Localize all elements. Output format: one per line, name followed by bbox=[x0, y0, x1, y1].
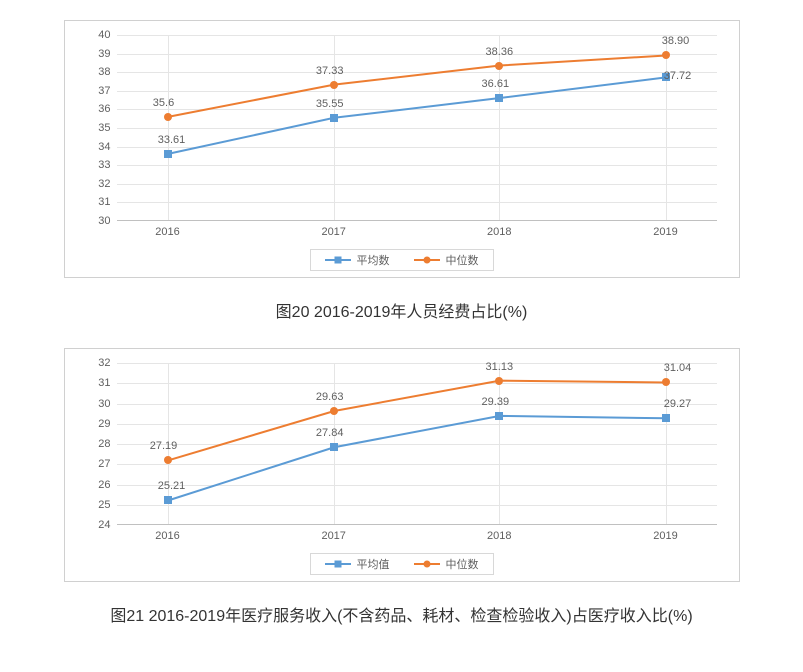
series-line-平均值 bbox=[168, 416, 666, 501]
data-point bbox=[495, 377, 503, 385]
data-point bbox=[662, 51, 670, 59]
y-tick-label: 29 bbox=[98, 418, 116, 430]
plot-area: 242526272829303132201620172018201925.212… bbox=[117, 363, 717, 525]
data-point bbox=[495, 62, 503, 70]
y-tick-label: 33 bbox=[98, 159, 116, 171]
data-label: 35.55 bbox=[316, 98, 344, 110]
data-point bbox=[164, 113, 172, 121]
x-tick-label: 2016 bbox=[155, 220, 179, 238]
legend-label: 平均数 bbox=[357, 252, 390, 268]
y-tick-label: 24 bbox=[98, 519, 116, 531]
y-tick-label: 31 bbox=[98, 196, 116, 208]
data-point bbox=[164, 496, 172, 504]
y-tick-label: 30 bbox=[98, 215, 116, 227]
x-tick-label: 2018 bbox=[487, 524, 511, 542]
data-label: 31.04 bbox=[664, 362, 692, 374]
x-tick-label: 2018 bbox=[487, 220, 511, 238]
y-tick-label: 28 bbox=[98, 438, 116, 450]
legend-swatch bbox=[414, 560, 440, 568]
data-label: 29.39 bbox=[482, 396, 510, 408]
series-lines bbox=[117, 35, 717, 220]
legend-swatch bbox=[325, 560, 351, 568]
data-label: 37.72 bbox=[664, 70, 692, 82]
y-tick-label: 30 bbox=[98, 398, 116, 410]
data-point bbox=[662, 378, 670, 386]
data-label: 36.61 bbox=[482, 78, 510, 90]
legend-label: 平均值 bbox=[357, 556, 390, 572]
x-tick-label: 2019 bbox=[653, 524, 677, 542]
y-tick-label: 34 bbox=[98, 141, 116, 153]
chart-1: 30 31 32 33 34 35 36 37 38 39 40 2016 2017 2018 2019 33… bbox=[64, 20, 740, 278]
data-point bbox=[330, 407, 338, 415]
legend: 平均值 中位数 bbox=[310, 553, 494, 575]
legend-item: 中位数 bbox=[414, 252, 479, 268]
data-label: 37.33 bbox=[316, 65, 344, 77]
data-point bbox=[330, 114, 338, 122]
y-tick-label: 27 bbox=[98, 458, 116, 470]
legend-swatch bbox=[325, 256, 351, 264]
data-point bbox=[495, 412, 503, 420]
data-label: 35.6 bbox=[153, 97, 174, 109]
legend: 平均数 中位数 bbox=[310, 249, 494, 271]
chart-2-caption: 图21 2016-2019年医疗服务收入(不含药品、耗材、检查检验收入)占医疗收… bbox=[20, 602, 783, 626]
data-label: 27.84 bbox=[316, 427, 344, 439]
data-label: 38.90 bbox=[662, 35, 690, 47]
legend-label: 中位数 bbox=[446, 556, 479, 572]
data-label: 27.19 bbox=[150, 440, 178, 452]
y-tick-label: 38 bbox=[98, 66, 116, 78]
y-tick-label: 39 bbox=[98, 48, 116, 60]
data-label: 31.13 bbox=[486, 361, 514, 373]
x-tick-label: 2017 bbox=[321, 220, 345, 238]
legend-item: 平均值 bbox=[325, 556, 390, 572]
data-label: 29.63 bbox=[316, 391, 344, 403]
x-tick-label: 2016 bbox=[155, 524, 179, 542]
chart-1-caption: 图20 2016-2019年人员经费占比(%) bbox=[20, 298, 783, 322]
y-tick-label: 35 bbox=[98, 122, 116, 134]
legend-item: 中位数 bbox=[414, 556, 479, 572]
legend-label: 中位数 bbox=[446, 252, 479, 268]
data-label: 29.27 bbox=[664, 398, 692, 410]
data-point bbox=[330, 443, 338, 451]
series-lines bbox=[117, 363, 717, 524]
y-tick-label: 37 bbox=[98, 85, 116, 97]
series-line-中位数 bbox=[168, 381, 666, 461]
data-point bbox=[495, 94, 503, 102]
y-tick-label: 32 bbox=[98, 178, 116, 190]
data-point bbox=[662, 414, 670, 422]
y-tick-label: 31 bbox=[98, 377, 116, 389]
chart-2: 24 25 26 27 28 29 30 31 32 2016 2017 2018 2019 25.21 2… bbox=[64, 348, 740, 582]
y-tick-label: 25 bbox=[98, 499, 116, 511]
data-label: 33.61 bbox=[158, 134, 186, 146]
data-point bbox=[330, 81, 338, 89]
y-tick-label: 26 bbox=[98, 479, 116, 491]
y-tick-label: 32 bbox=[98, 357, 116, 369]
plot-area: 3031323334353637383940201620172018201933… bbox=[117, 35, 717, 221]
series-line-平均数 bbox=[168, 77, 666, 153]
data-point bbox=[164, 456, 172, 464]
legend-item: 平均数 bbox=[325, 252, 390, 268]
data-point bbox=[164, 150, 172, 158]
y-tick-label: 40 bbox=[98, 29, 116, 41]
x-tick-label: 2017 bbox=[321, 524, 345, 542]
data-label: 38.36 bbox=[486, 46, 514, 58]
x-tick-label: 2019 bbox=[653, 220, 677, 238]
data-label: 25.21 bbox=[158, 480, 186, 492]
y-tick-label: 36 bbox=[98, 103, 116, 115]
legend-swatch bbox=[414, 256, 440, 264]
